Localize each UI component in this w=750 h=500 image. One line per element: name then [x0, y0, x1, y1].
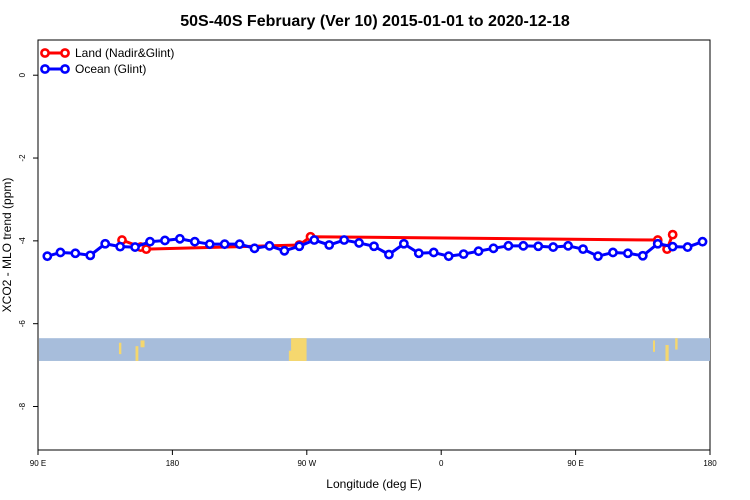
data-point	[264, 240, 275, 251]
data-point	[324, 240, 335, 250]
data-point	[70, 248, 81, 259]
land-mass	[675, 338, 678, 350]
land-mass	[291, 338, 301, 361]
data-point	[339, 235, 350, 245]
legend-marker	[60, 64, 70, 74]
chart-title: 50S-40S February (Ver 10) 2015-01-01 to …	[180, 13, 570, 30]
land-mass	[140, 340, 145, 348]
data-point	[219, 239, 230, 250]
series-layer	[42, 229, 708, 262]
data-point	[667, 241, 678, 252]
legend: Land (Nadir&Glint) Ocean (Glint)	[40, 46, 174, 76]
data-point	[622, 248, 633, 259]
data-point	[354, 238, 364, 248]
y-axis: 0 -2 -4 -6 -8	[18, 72, 38, 410]
data-point	[189, 236, 200, 247]
y-tick-label: -6	[18, 320, 27, 328]
land-mass	[653, 340, 655, 352]
data-point	[682, 242, 693, 252]
data-point	[384, 249, 394, 260]
x-tick-label: 0	[439, 459, 444, 468]
data-point	[533, 241, 544, 252]
data-point	[294, 241, 305, 252]
data-point	[608, 247, 618, 258]
y-tick-label: 0	[18, 72, 27, 77]
legend-label: Ocean (Glint)	[75, 62, 146, 76]
data-point	[563, 240, 574, 251]
y-axis-label: XCO2 - MLO trend (ppm)	[0, 178, 14, 313]
data-point	[130, 242, 140, 252]
x-tick-label: 180	[703, 459, 717, 468]
x-axis-label: Longitude (deg E)	[326, 477, 421, 491]
data-point	[100, 238, 111, 249]
x-tick-label: 180	[166, 459, 180, 468]
ocean-band	[39, 338, 710, 361]
data-point	[578, 244, 588, 255]
data-point	[249, 243, 260, 254]
y-tick-label: -4	[18, 237, 27, 245]
legend-marker	[40, 48, 50, 58]
data-point	[652, 238, 663, 249]
data-point	[42, 251, 53, 262]
data-point	[279, 245, 290, 256]
data-point	[593, 251, 603, 262]
data-point	[115, 241, 126, 252]
data-point	[145, 236, 155, 247]
data-point	[234, 239, 245, 250]
data-point	[458, 249, 469, 260]
land-mass	[288, 350, 295, 361]
data-point	[204, 239, 215, 250]
x-tick-label: 90 E	[30, 459, 46, 468]
land-mass	[118, 342, 122, 355]
data-point	[503, 240, 514, 251]
data-point	[160, 235, 170, 246]
land-mass	[665, 345, 669, 361]
data-point	[85, 250, 96, 261]
data-point	[413, 248, 424, 259]
legend-marker	[60, 48, 70, 58]
legend-label: Land (Nadir&Glint)	[75, 46, 174, 60]
data-point	[55, 247, 66, 258]
data-point	[428, 247, 439, 258]
legend-item: Ocean (Glint)	[40, 62, 146, 76]
data-point	[141, 244, 152, 255]
data-point	[369, 241, 379, 252]
data-point	[667, 229, 678, 240]
data-point	[473, 246, 484, 257]
data-point	[488, 243, 499, 254]
y-tick-label: -2	[18, 154, 27, 162]
data-point	[174, 233, 185, 244]
data-point	[637, 250, 648, 261]
data-point	[309, 235, 320, 245]
plot-frame	[37, 39, 711, 451]
legend-marker	[40, 64, 50, 74]
y-tick-label: -8	[18, 402, 27, 410]
series-ocean	[42, 233, 708, 262]
x-axis: 90 E 180 90 W 0 90 E 180	[30, 450, 717, 468]
data-point	[697, 236, 708, 247]
x-tick-label: 90 W	[297, 459, 316, 468]
land-ocean-band	[39, 338, 710, 361]
land-mass	[135, 346, 139, 361]
x-tick-label: 90 E	[567, 459, 583, 468]
data-point	[398, 238, 409, 249]
data-point	[548, 242, 559, 252]
legend-item: Land (Nadir&Glint)	[40, 46, 174, 60]
land-mass	[299, 338, 307, 361]
data-point	[518, 240, 529, 251]
data-point	[443, 251, 454, 262]
